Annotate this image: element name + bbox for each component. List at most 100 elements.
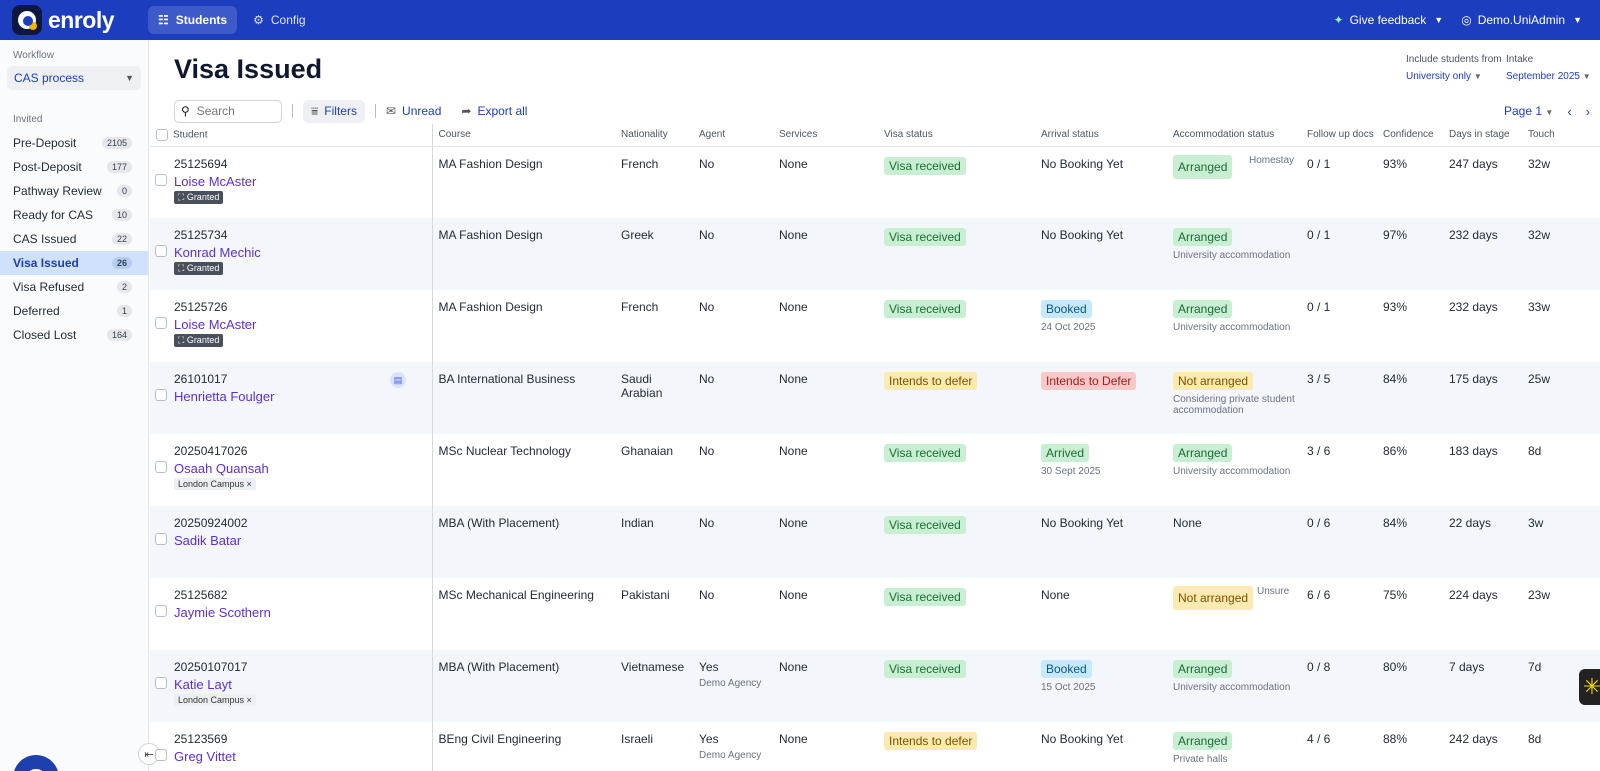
table-row[interactable]: 25125682 Jaymie Scothern MSc Mechanical En… [150, 578, 1600, 650]
table-row[interactable]: 25125734 Konrad Mechic ⛶ Granted MA Fashion… [150, 218, 1600, 290]
sidebar-item[interactable]: Post-Deposit 177 [0, 155, 148, 179]
student-cell: 25125734 Konrad Mechic ⛶ Granted [150, 218, 433, 290]
arrival-status-badge: No Booking Yet [1041, 732, 1124, 746]
next-page-icon[interactable]: › [1585, 103, 1590, 119]
chat-support-button[interactable] [13, 755, 59, 771]
nationality-cell-text: Indian [621, 516, 654, 530]
user-menu[interactable]: ◎ Demo.UniAdmin ▼ [1461, 13, 1582, 27]
student-name-link[interactable]: Osaah Quansah [174, 461, 269, 476]
give-feedback-button[interactable]: ✦ Give feedback ▼ [1334, 13, 1444, 27]
column-header[interactable]: Days in stage [1443, 124, 1522, 147]
row-checkbox[interactable] [155, 533, 167, 545]
row-checkbox[interactable] [155, 605, 167, 617]
column-header[interactable]: Follow up docs [1301, 124, 1377, 147]
table-row[interactable]: 25125726 Loise McAster ⛶ Granted MA Fashion… [150, 290, 1600, 362]
sidebar-item[interactable]: Visa Issued 26 [0, 251, 148, 275]
table-row[interactable]: 20250924002 Sadik Batar MBA (With Placemen… [150, 506, 1600, 578]
column-header-label: Visa status [884, 129, 933, 141]
nav-students[interactable]: ☷ Students [148, 6, 238, 34]
sidebar-item[interactable]: Pathway Review 0 [0, 179, 148, 203]
student-name-link[interactable]: Loise McAster [174, 173, 257, 189]
table-row[interactable]: 26101017 Henrietta Foulger ▤ BA Internation… [150, 362, 1600, 434]
search-input[interactable]: ⚲ Search [174, 99, 282, 123]
row-checkbox[interactable] [155, 173, 167, 186]
column-header[interactable]: Visa status [878, 124, 1035, 147]
nationality-cell: Pakistani [615, 578, 693, 650]
unread-button[interactable]: ✉ Unread [386, 104, 441, 118]
sidebar-item[interactable]: Visa Refused 2 [0, 275, 148, 299]
confidence-cell: 86% [1377, 434, 1443, 506]
include-select[interactable]: University only ▼ [1406, 71, 1482, 82]
remove-tag-icon[interactable]: × [244, 479, 252, 489]
row-checkbox[interactable] [155, 677, 167, 689]
accommodation-wrapper: None [1173, 516, 1301, 530]
brand-logo[interactable]: enroly [12, 5, 148, 35]
row-checkbox[interactable] [155, 389, 167, 401]
sidebar-item[interactable]: Pre-Deposit 2105 [0, 131, 148, 155]
accommodation-status-cell: Arranged University accommodation [1167, 290, 1301, 362]
column-header[interactable]: Touch [1522, 124, 1600, 147]
student-name-link[interactable]: Katie Layt [174, 677, 232, 692]
touch-cell-text: 8d [1528, 732, 1542, 746]
nationality-cell-text: French [621, 156, 659, 171]
accommodation-wrapper: Arranged [1173, 660, 1301, 678]
table-row[interactable]: 20250107017 Katie Layt London Campus × MBA … [150, 650, 1600, 722]
column-header[interactable]: Arrival status [1035, 124, 1167, 147]
student-name-link[interactable]: Jaymie Scothern [174, 605, 271, 620]
row-checkbox[interactable] [155, 749, 167, 761]
days-in-stage-cell-text: 232 days [1449, 228, 1498, 242]
nav-config[interactable]: ⚙ Config [243, 6, 315, 34]
intake-select[interactable]: September 2025 ▼ [1506, 71, 1591, 82]
workflow-select[interactable]: CAS process ▼ [7, 66, 141, 90]
student-name-link[interactable]: Greg Vittet [174, 749, 236, 764]
chevron-down-icon: ▼ [125, 73, 134, 83]
page-select[interactable]: Page 1 ▼ [1504, 104, 1553, 118]
sidebar-item[interactable]: Closed Lost 164 [0, 323, 148, 347]
nav-config-label: Config [270, 13, 306, 27]
column-header[interactable]: Student [150, 124, 433, 147]
pagination: Page 1 ▼ ‹ › [1504, 104, 1590, 119]
filters-button[interactable]: ⩸ Filters [303, 99, 365, 123]
table-row[interactable]: 25123569 Greg Vittet BEng Civil Engineerin… [150, 722, 1600, 771]
select-all-checkbox[interactable] [156, 128, 168, 141]
sidebar-item[interactable]: Ready for CAS 10 [0, 203, 148, 227]
student-id: 25125726 [174, 300, 228, 314]
export-all-button[interactable]: ➦ Export all [461, 104, 527, 118]
visa-status-cell: Visa received [878, 650, 1035, 722]
days-in-stage-cell: 7 days [1443, 650, 1522, 722]
follow-up-docs-cell: 3 / 5 [1301, 362, 1377, 434]
prev-page-icon[interactable]: ‹ [1567, 103, 1572, 119]
confidence-cell-text: 88% [1383, 732, 1408, 746]
remove-tag-icon[interactable]: × [244, 695, 252, 705]
sidebar-item-count: 26 [111, 257, 132, 269]
widget-sun-icon[interactable]: ✳ [1579, 669, 1600, 705]
table-row[interactable]: 25125694 Loise McAster ⛶ Granted MA Fashion… [150, 146, 1600, 218]
sidebar-item[interactable]: CAS Issued 22 [0, 227, 148, 251]
column-header[interactable]: Accommodation status [1167, 124, 1301, 147]
granted-icon: ⛶ [178, 191, 187, 202]
accommodation-status-cell: None [1167, 506, 1301, 578]
row-checkbox[interactable] [155, 317, 167, 329]
nationality-cell-text: Greek [621, 228, 654, 242]
give-feedback-label: Give feedback [1349, 13, 1427, 27]
column-header[interactable]: Confidence [1377, 124, 1443, 147]
column-header[interactable]: Services [773, 124, 878, 147]
column-header[interactable]: Agent [693, 124, 773, 147]
student-name-link[interactable]: Henrietta Foulger [174, 389, 275, 404]
column-header[interactable]: Nationality [615, 124, 693, 147]
row-checkbox[interactable] [155, 245, 167, 257]
days-in-stage-cell: 183 days [1443, 434, 1522, 506]
document-icon[interactable]: ▤ [390, 372, 406, 388]
accommodation-note: Homestay [1249, 154, 1295, 166]
touch-cell-text: 25w [1528, 372, 1551, 386]
course-cell: MA Fashion Design [432, 218, 615, 290]
sidebar-item[interactable]: Deferred 1 [0, 299, 148, 323]
nationality-cell-text: Vietnamese [621, 660, 685, 674]
column-header[interactable]: Course [432, 124, 615, 147]
student-name-link[interactable]: Sadik Batar [174, 533, 242, 548]
table-row[interactable]: 20250417026 Osaah Quansah London Campus × M… [150, 434, 1600, 506]
student-name-link[interactable]: Konrad Mechic [174, 245, 261, 260]
row-checkbox[interactable] [155, 461, 167, 473]
touch-cell: 33w [1522, 290, 1600, 362]
student-name-link[interactable]: Loise McAster [174, 317, 257, 332]
